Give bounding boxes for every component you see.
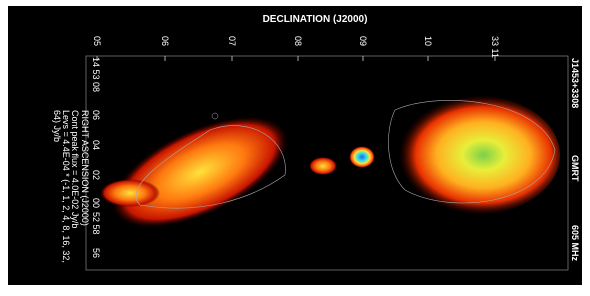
left-tick-label: 00	[91, 198, 101, 208]
figure: DECLINATION (J2000) 05 06 07 08 09 10 33 11 14 …	[0, 0, 590, 291]
top-tick-label: 07	[227, 36, 237, 46]
top-tick-label: 10	[423, 36, 433, 46]
left-tick-label: 04	[91, 140, 101, 150]
right-label: 605 MHz	[570, 225, 580, 262]
left-tick-label: 02	[91, 170, 101, 180]
top-tick-label: 06	[160, 36, 170, 46]
axis-title: DECLINATION (J2000)	[263, 14, 368, 25]
right-label: GMRT	[570, 155, 580, 182]
left-tick-label: 14 53 08	[91, 57, 101, 92]
top-tick-label: 05	[92, 36, 102, 46]
top-tick-label: 33 11	[490, 36, 500, 58]
top-tick-label: 09	[358, 36, 368, 46]
note: RIGHT ASCENSION (J2000)	[80, 110, 90, 226]
left-tick-label: 56	[91, 248, 101, 258]
left-tick-label: 52 58	[91, 212, 101, 235]
left-tick-label: 06	[91, 110, 101, 120]
top-tick-label: 08	[293, 36, 303, 46]
note: 64) Jy/b	[52, 110, 62, 142]
right-label: J1453+3308	[570, 58, 580, 108]
